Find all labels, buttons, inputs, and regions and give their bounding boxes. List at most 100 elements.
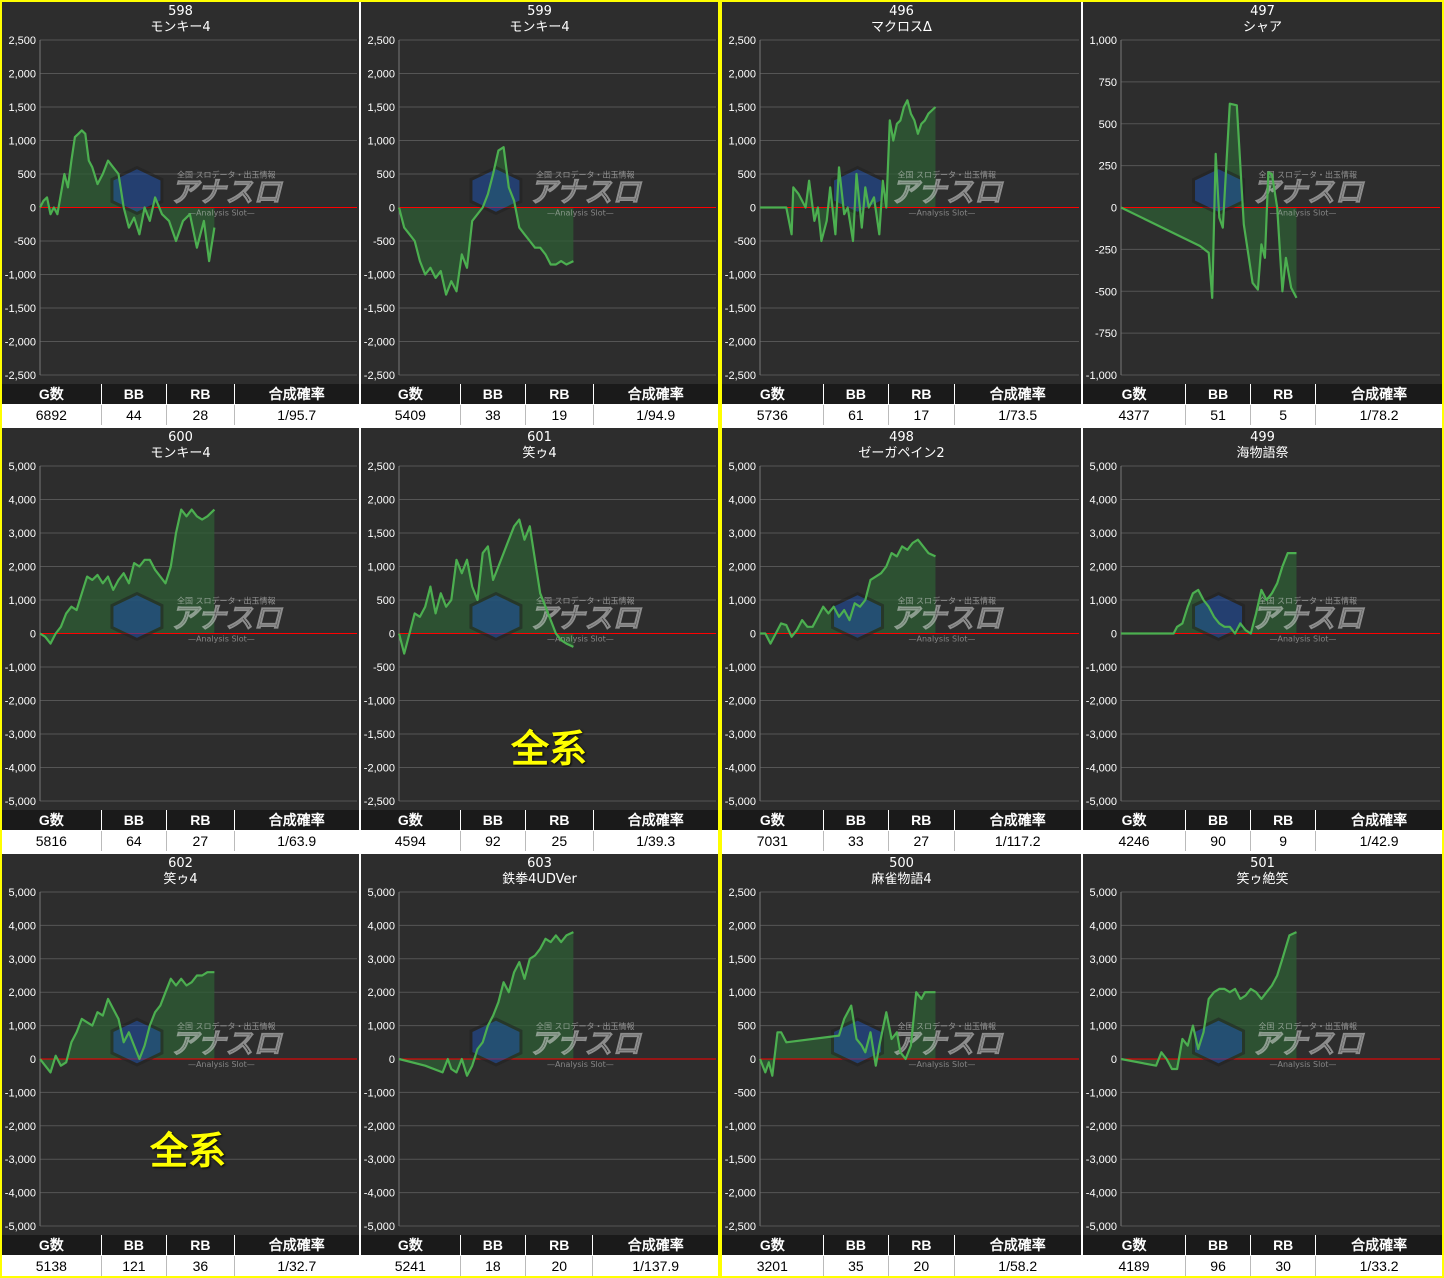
machine-name: 笑ゥ4 xyxy=(522,446,557,461)
stats-table: G数 BB RB 合成確率 4189 96 30 1/33.2 xyxy=(1083,1235,1442,1276)
area-fill xyxy=(40,509,215,644)
rb-header: RB xyxy=(888,384,955,405)
g-header: G数 xyxy=(722,384,824,405)
watermark-brand: アナスロ xyxy=(529,1027,642,1060)
chart-panel: 601 笑ゥ4 2,500 2,000 1,500 1,000 500 0 -500 -1,000… xyxy=(361,428,718,851)
y-tick-label: 5,000 xyxy=(1089,887,1117,899)
bb-value: 18 xyxy=(459,1255,526,1276)
bb-value: 96 xyxy=(1185,1255,1251,1276)
watermark-brand: アナスロ xyxy=(891,1027,1004,1060)
y-tick-label: -2,000 xyxy=(1086,1121,1117,1133)
machine-number: 601 xyxy=(527,430,552,445)
rb-header: RB xyxy=(888,810,954,831)
y-tick-label: 2,000 xyxy=(1089,987,1117,999)
line-chart: 1,000 750 500 250 0 -250 -500 -750 -1,000 全国 スロデー… xyxy=(1086,35,1440,382)
g-value: 3201 xyxy=(722,1255,824,1276)
rate-value: 1/63.9 xyxy=(233,830,359,851)
machine-name: 麻雀物語4 xyxy=(871,872,932,887)
y-tick-label: -4,000 xyxy=(1086,763,1117,775)
area-fill xyxy=(1121,103,1297,298)
y-tick-label: -500 xyxy=(373,662,395,674)
chart-panel: 599 モンキー4 2,500 2,000 1,500 1,000 500 0 -500 -1,0… xyxy=(361,2,718,425)
line-chart: 5,000 4,000 3,000 2,000 1,000 0 -1,000 -2,000 -3… xyxy=(725,461,1079,808)
y-tick-label: -3,000 xyxy=(725,729,756,741)
rb-header: RB xyxy=(888,1235,955,1256)
y-tick-label: 2,000 xyxy=(367,69,395,81)
y-tick-label: 1,000 xyxy=(367,1021,395,1033)
y-tick-label: -4,000 xyxy=(5,763,36,775)
y-tick-label: -1,000 xyxy=(364,696,395,708)
rb-value: 19 xyxy=(525,404,594,425)
y-tick-label: -3,000 xyxy=(5,729,36,741)
y-tick-label: -750 xyxy=(1095,328,1117,340)
g-header: G数 xyxy=(1083,384,1186,405)
y-tick-label: -2,000 xyxy=(725,1188,756,1200)
y-tick-label: 1,000 xyxy=(728,136,756,148)
watermark-sub: —Analysis Slot— xyxy=(1270,1060,1337,1069)
y-tick-label: 5,000 xyxy=(728,461,756,473)
y-tick-label: -1,500 xyxy=(364,729,395,741)
y-tick-label: -500 xyxy=(734,1087,756,1099)
y-tick-label: 1,500 xyxy=(8,102,36,114)
machine-name: モンキー4 xyxy=(509,20,570,35)
rate-value: 1/32.7 xyxy=(233,1255,359,1276)
g-header: G数 xyxy=(361,1235,461,1256)
y-tick-label: 1,000 xyxy=(1089,1021,1117,1033)
bb-header: BB xyxy=(100,1235,167,1256)
series-line xyxy=(397,518,574,655)
machine-name: モンキー4 xyxy=(150,446,211,461)
g-header: G数 xyxy=(2,1235,102,1256)
watermark-brand: アナスロ xyxy=(529,602,642,635)
y-tick-label: 0 xyxy=(30,629,36,641)
y-tick-label: -500 xyxy=(14,236,36,248)
y-tick-label: 0 xyxy=(30,1054,36,1066)
y-tick-label: 4,000 xyxy=(8,495,36,507)
bb-header: BB xyxy=(822,384,889,405)
y-tick-label: -1,500 xyxy=(5,303,36,315)
y-tick-label: 0 xyxy=(30,203,36,215)
stats-table: G数 BB RB 合成確率 5138 121 36 1/32.7 xyxy=(2,1235,359,1276)
y-tick-label: 1,000 xyxy=(1089,595,1117,607)
stats-table: G数 BB RB 合成確率 6892 44 28 1/95.7 xyxy=(2,384,359,425)
rate-header: 合成確率 xyxy=(592,810,718,831)
rb-header: RB xyxy=(525,810,594,831)
rb-header: RB xyxy=(525,384,594,405)
stats-table: G数 BB RB 合成確率 4594 92 25 1/39.3 xyxy=(361,810,718,851)
watermark-sub: —Analysis Slot— xyxy=(909,209,976,218)
machine-number: 600 xyxy=(168,430,193,445)
y-tick-label: 1,500 xyxy=(367,102,395,114)
y-tick-label: -1,000 xyxy=(5,270,36,282)
bb-header: BB xyxy=(1185,384,1251,405)
g-value: 4189 xyxy=(1083,1255,1186,1276)
y-tick-label: -4,000 xyxy=(5,1188,36,1200)
y-tick-label: 750 xyxy=(1099,77,1117,89)
y-tick-label: 2,000 xyxy=(8,69,36,81)
watermark-sub: —Analysis Slot— xyxy=(188,209,255,218)
machine-name: マクロスΔ xyxy=(871,20,932,35)
y-tick-label: -500 xyxy=(1095,286,1117,298)
watermark-logo xyxy=(110,591,164,642)
rb-header: RB xyxy=(166,384,235,405)
watermark-brand: アナスロ xyxy=(170,1027,283,1060)
y-tick-label: -1,000 xyxy=(725,662,756,674)
watermark-logo xyxy=(469,591,523,642)
y-tick-label: 1,000 xyxy=(728,595,756,607)
rb-value: 17 xyxy=(888,404,955,425)
machine-number: 497 xyxy=(1250,4,1275,19)
rate-header: 合成確率 xyxy=(953,384,1081,405)
y-tick-label: -1,500 xyxy=(364,303,395,315)
bb-value: 38 xyxy=(459,404,526,425)
series-line xyxy=(760,538,936,645)
watermark-tag: 全国 スロデータ・出玉情報 xyxy=(1259,596,1358,606)
machine-name: シャア xyxy=(1242,20,1282,35)
watermark-brand: アナスロ xyxy=(1252,1027,1365,1060)
machine-name: 海物語祭 xyxy=(1236,446,1289,461)
y-tick-label: 500 xyxy=(377,169,395,181)
y-tick-label: -1,000 xyxy=(364,270,395,282)
line-chart: 5,000 4,000 3,000 2,000 1,000 0 -1,000 -2,000 -3… xyxy=(5,887,357,1233)
y-tick-label: -2,500 xyxy=(725,370,756,382)
y-tick-label: 5,000 xyxy=(8,461,36,473)
y-tick-label: -1,000 xyxy=(1086,1087,1117,1099)
